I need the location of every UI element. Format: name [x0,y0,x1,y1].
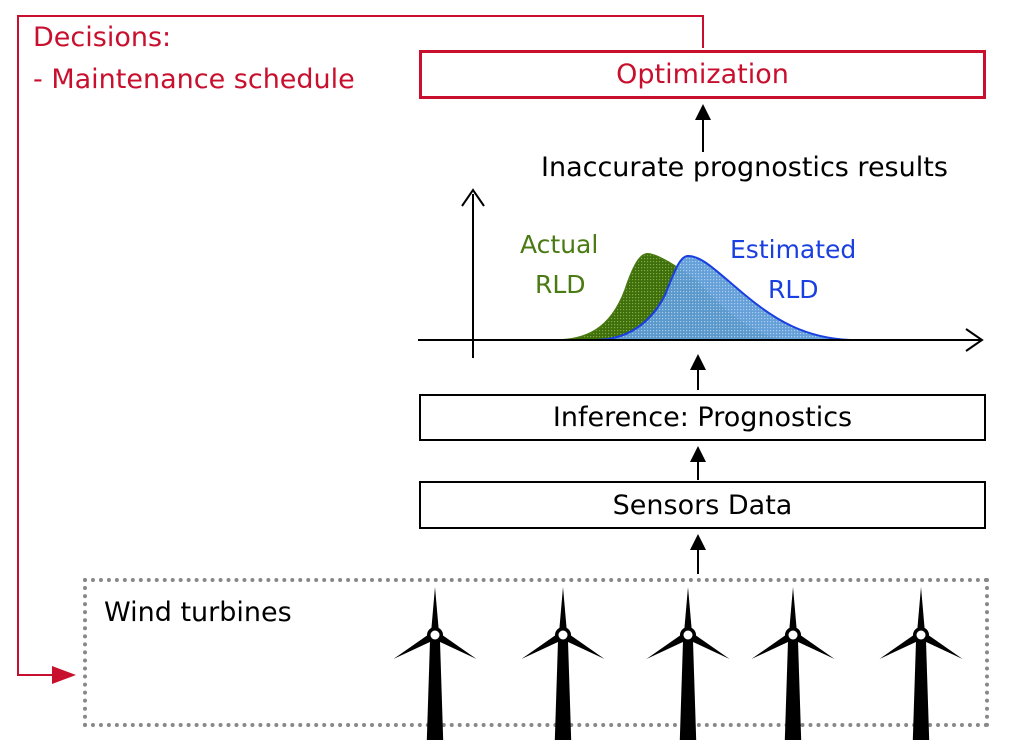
estimated-rld-label-line2: RLD [768,275,819,304]
feedback-arrowhead [52,666,76,684]
inference-box: Inference: Prognostics [419,394,986,441]
prognostics-result-label: Inaccurate prognostics results [541,152,948,183]
sensors-box: Sensors Data [419,481,986,529]
sensors-label: Sensors Data [612,489,793,521]
arrow-to-optimization [695,104,711,152]
actual-rld-label-line1: Actual [520,230,599,259]
arrow-to-sensors [690,534,706,574]
arrow-to-inference [690,446,706,480]
rld-chart [418,188,984,358]
optimization-box: Optimization [419,50,986,99]
wind-farm-box [83,578,989,727]
wind-turbine-icon [391,587,479,740]
decisions-item: - Maintenance schedule [33,64,355,95]
estimated-rld-curve [594,254,851,341]
arrow-to-chart [690,354,706,390]
wind-farm-label: Wind turbines [104,597,292,628]
wind-turbine-icon [644,587,732,740]
decisions-title: Decisions: [33,22,172,53]
inference-label: Inference: Prognostics [552,402,853,433]
wind-turbine-icon [519,587,607,740]
estimated-rld-label-line1: Estimated [730,235,857,264]
actual-rld-label-line2: RLD [535,270,586,299]
wind-turbine-icon [749,587,837,740]
optimization-label: Optimization [616,59,789,90]
wind-turbine-icon [877,587,965,740]
